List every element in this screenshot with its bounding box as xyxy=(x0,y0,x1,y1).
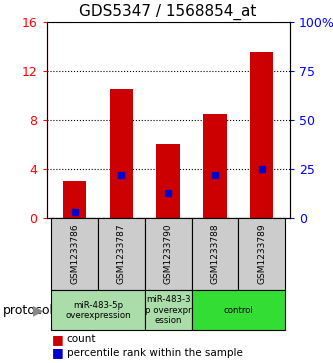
FancyBboxPatch shape xyxy=(51,290,145,330)
FancyBboxPatch shape xyxy=(191,218,238,290)
Bar xyxy=(157,144,180,218)
FancyBboxPatch shape xyxy=(51,218,98,290)
Text: count: count xyxy=(67,334,96,344)
FancyBboxPatch shape xyxy=(98,218,145,290)
Text: ■: ■ xyxy=(52,346,63,359)
Text: percentile rank within the sample: percentile rank within the sample xyxy=(67,348,242,358)
Text: GSM1233786: GSM1233786 xyxy=(70,224,79,285)
Text: protocol: protocol xyxy=(3,304,54,317)
FancyBboxPatch shape xyxy=(238,218,285,290)
Text: GSM1233787: GSM1233787 xyxy=(117,224,126,285)
FancyBboxPatch shape xyxy=(145,290,191,330)
Text: GSM1233790: GSM1233790 xyxy=(164,224,173,285)
Text: miR-483-3
p overexpr
ession: miR-483-3 p overexpr ession xyxy=(145,295,191,325)
Text: miR-483-5p
overexpression: miR-483-5p overexpression xyxy=(65,301,131,320)
Text: ▶: ▶ xyxy=(33,303,44,317)
FancyBboxPatch shape xyxy=(191,290,285,330)
Text: GSM1233788: GSM1233788 xyxy=(210,224,219,285)
Bar xyxy=(203,114,226,218)
Bar xyxy=(250,52,273,218)
FancyBboxPatch shape xyxy=(145,218,191,290)
Title: GDS5347 / 1568854_at: GDS5347 / 1568854_at xyxy=(80,4,257,20)
Text: GSM1233789: GSM1233789 xyxy=(257,224,266,285)
Text: control: control xyxy=(223,306,253,315)
Text: ■: ■ xyxy=(52,333,63,346)
Bar xyxy=(63,181,86,218)
Bar xyxy=(110,89,133,218)
